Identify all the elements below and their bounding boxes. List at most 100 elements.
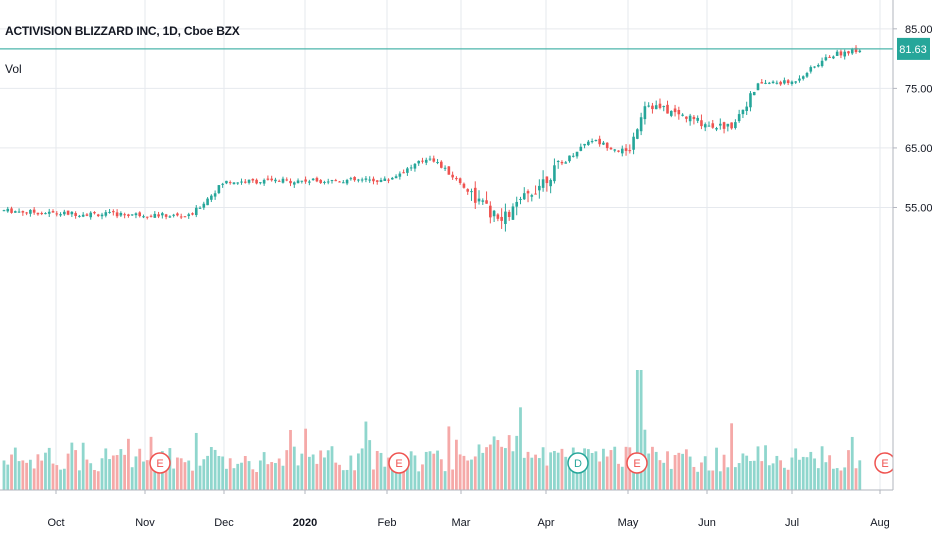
volume-bar: [330, 446, 334, 490]
volume-bar: [530, 457, 534, 490]
candle-body: [176, 213, 179, 216]
candle-body: [590, 141, 594, 143]
candle-body: [485, 200, 488, 204]
volume-bar: [692, 466, 696, 490]
candle-body: [308, 181, 311, 183]
candle-body: [274, 179, 277, 182]
volume-bar: [130, 467, 134, 490]
volume-bar: [492, 436, 496, 490]
candle-body: [213, 193, 217, 197]
volume-bar: [466, 460, 470, 490]
candle-body: [458, 178, 462, 183]
volume-bar: [96, 471, 100, 490]
candle-body: [504, 211, 507, 225]
candle-body: [730, 122, 733, 129]
candle-body: [579, 146, 583, 151]
candle-body: [14, 211, 17, 213]
candle-body: [455, 178, 458, 180]
candle-body: [605, 142, 609, 149]
candle-body: [801, 76, 805, 79]
candle-body: [760, 82, 764, 84]
volume-bar: [730, 423, 734, 490]
candle-body: [10, 208, 13, 213]
candle-body: [854, 47, 858, 53]
candle-body: [300, 180, 304, 182]
volume-bar: [240, 462, 243, 490]
candle-body: [817, 64, 820, 67]
volume-bar: [428, 451, 432, 490]
candle-body: [304, 179, 307, 182]
volume-bar: [25, 462, 29, 490]
volume-bar: [356, 453, 360, 490]
volume-bar: [824, 462, 828, 490]
candle-body: [206, 198, 209, 206]
x-tick-label: Apr: [537, 517, 554, 529]
volume-bar: [387, 457, 390, 490]
volume-bar: [854, 468, 858, 490]
volume-bar: [187, 460, 191, 490]
x-tick-label: Oct: [47, 517, 64, 529]
volume-bar: [703, 456, 707, 490]
candle-body: [847, 51, 850, 54]
volume-bar: [221, 456, 225, 490]
volume-bar: [270, 462, 274, 490]
candle-body: [391, 177, 394, 180]
candle-body: [609, 147, 613, 150]
volume-bar: [364, 421, 368, 490]
x-tick-label: Jun: [698, 517, 716, 529]
volume-bar: [598, 461, 602, 490]
volume-bar: [613, 446, 617, 490]
candle-body: [658, 103, 662, 108]
volume-bar: [794, 448, 798, 490]
candle-body: [145, 216, 149, 218]
volume-bar: [666, 451, 669, 490]
candle-body: [330, 180, 334, 182]
candle-body: [473, 187, 477, 203]
candle-body: [21, 211, 25, 213]
candle-body: [462, 183, 466, 188]
volume-bar: [142, 461, 145, 490]
candle-body: [839, 51, 843, 56]
volume-bar: [368, 440, 372, 490]
volume-bar: [123, 454, 127, 490]
candle-body: [251, 178, 255, 181]
volume-bar: [602, 448, 605, 490]
candle-body: [820, 60, 824, 67]
candle-body: [752, 91, 756, 96]
volume-bar: [21, 460, 25, 490]
volume-bar: [651, 446, 654, 490]
volume-bar: [251, 469, 255, 490]
volume-bar: [504, 448, 507, 490]
x-tick-label: Feb: [378, 517, 397, 529]
candle-body: [81, 214, 85, 217]
candle-body: [786, 80, 790, 84]
candle-body: [281, 178, 285, 183]
candle-body: [828, 56, 831, 58]
volume-bar: [157, 466, 160, 490]
candle-body: [790, 81, 794, 85]
volume-bar: [779, 460, 783, 490]
volume-bar: [44, 452, 47, 490]
candle-body: [296, 180, 300, 184]
candle-body: [432, 158, 436, 162]
volume-bar: [255, 471, 258, 490]
volume-bar: [225, 468, 228, 490]
volume-bar: [839, 470, 843, 490]
candle-body: [375, 180, 379, 182]
volume-bar: [658, 460, 662, 490]
candle-body: [345, 179, 349, 184]
volume-bar: [349, 455, 353, 490]
candle-body: [809, 67, 813, 72]
volume-bar: [809, 451, 813, 490]
candle-body: [477, 198, 481, 202]
volume-bar: [62, 468, 66, 490]
candle-body: [813, 66, 816, 68]
candle-body: [78, 215, 81, 217]
volume-bar: [262, 452, 266, 490]
candle-body: [421, 160, 424, 162]
volume-bar: [311, 454, 315, 490]
volume-bar: [733, 467, 737, 490]
volume-bar: [2, 460, 6, 490]
